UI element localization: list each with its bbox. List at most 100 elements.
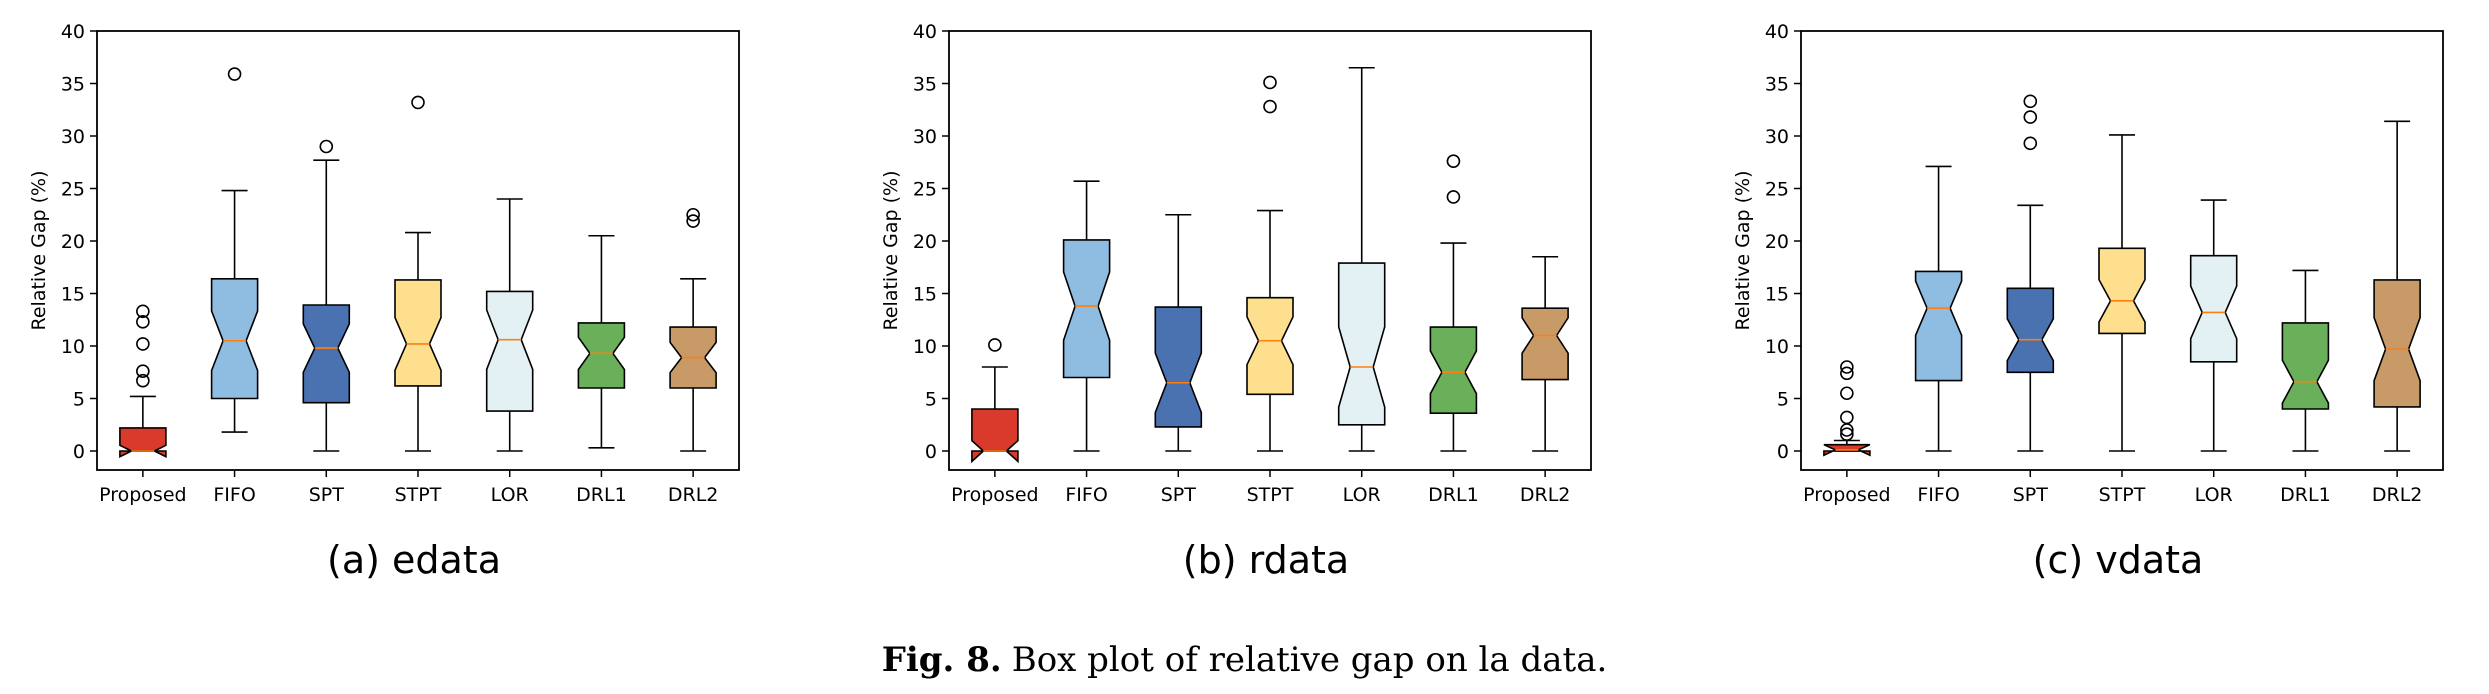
box-drl1 xyxy=(577,234,626,449)
outlier-point xyxy=(2023,110,2038,124)
y-tick-label: 15 xyxy=(1765,284,1789,306)
outlier-point xyxy=(1840,427,1854,442)
figure-caption-label: Fig. 8. xyxy=(881,640,1002,680)
outlier-point xyxy=(136,364,150,379)
y-axis-title: Relative Gap (%) xyxy=(1732,170,1754,330)
outlier-point xyxy=(686,214,700,228)
y-tick-label: 35 xyxy=(913,74,937,96)
y-tick-label: 35 xyxy=(61,74,85,96)
figure: 0 5 10 15 20 25 30 35 40 Relative Gap (%) Proposed… xyxy=(28,21,2444,582)
y-tick-label: 0 xyxy=(925,441,937,463)
outlier-point xyxy=(1840,386,1854,401)
x-tick-label: Proposed xyxy=(951,484,1038,506)
outlier-point xyxy=(136,315,150,329)
y-tick-label: 25 xyxy=(61,179,85,201)
y-tick-label: 40 xyxy=(61,21,85,43)
panel-caption: (a) edata xyxy=(327,538,501,582)
box-body xyxy=(485,290,534,412)
box-proposed xyxy=(1823,360,1871,457)
x-tick-label: DRL1 xyxy=(576,484,627,506)
x-tick-label: STPT xyxy=(395,484,442,506)
box-proposed xyxy=(971,338,1019,464)
box-lor xyxy=(1337,66,1386,452)
outlier-point xyxy=(136,373,150,388)
y-tick-label: 5 xyxy=(73,389,85,411)
y-tick-label: 5 xyxy=(1777,389,1789,411)
outlier-point xyxy=(1446,190,1461,204)
plot-frame xyxy=(1800,30,2444,471)
box-body xyxy=(2098,247,2146,335)
outlier-point xyxy=(411,95,425,110)
box-drl1 xyxy=(2281,269,2330,452)
box-body xyxy=(971,408,1019,464)
x-tick-label: LOR xyxy=(2195,484,2233,506)
box-drl2 xyxy=(2373,120,2421,452)
x-tick-label: SPT xyxy=(2013,484,2049,506)
outlier-point xyxy=(227,67,242,81)
y-tick-label: 40 xyxy=(913,21,937,43)
box-body xyxy=(2373,279,2421,408)
x-tick-label: DRL1 xyxy=(2280,484,2331,506)
outlier-point xyxy=(1263,75,1277,90)
y-tick-label: 35 xyxy=(1765,74,1789,96)
box-spt xyxy=(1154,213,1203,452)
outlier-point xyxy=(1840,360,1854,374)
y-tick-label: 30 xyxy=(1765,126,1789,148)
box-body xyxy=(394,279,442,387)
box-body xyxy=(2189,254,2238,363)
box-body xyxy=(1521,307,1569,381)
box-drl2 xyxy=(1521,255,1569,452)
figure-caption: Fig. 8. Box plot of relative gap on la da… xyxy=(0,640,2489,680)
y-tick-label: 30 xyxy=(61,126,85,148)
box-body xyxy=(2281,322,2330,410)
box-lor xyxy=(2189,199,2238,452)
box-body xyxy=(1429,326,1478,415)
outlier-point xyxy=(2023,136,2038,151)
x-tick-label: Proposed xyxy=(99,484,186,506)
outlier-point xyxy=(136,337,150,351)
y-tick-label: 15 xyxy=(913,284,937,306)
plot-frame xyxy=(96,30,740,471)
box-body xyxy=(1154,306,1203,428)
x-tick-label: DRL2 xyxy=(668,484,719,506)
x-tick-label: SPT xyxy=(1161,484,1197,506)
outlier-point xyxy=(1446,154,1461,168)
y-tick-label: 25 xyxy=(913,179,937,201)
box-stpt xyxy=(1246,75,1294,452)
y-tick-label: 10 xyxy=(913,336,937,358)
x-tick-label: SPT xyxy=(309,484,345,506)
y-axis-title: Relative Gap (%) xyxy=(880,170,902,330)
y-tick-label: 0 xyxy=(73,441,85,463)
box-fifo xyxy=(1914,165,1963,452)
box-body xyxy=(2006,287,2055,374)
y-axis-title: Relative Gap (%) xyxy=(28,170,50,330)
x-tick-label: STPT xyxy=(2099,484,2146,506)
y-tick-label: 15 xyxy=(61,284,85,306)
box-body xyxy=(119,427,167,458)
x-tick-label: Proposed xyxy=(1803,484,1890,506)
figure-caption-text: Box plot of relative gap on la data. xyxy=(1011,640,1608,680)
outlier-point xyxy=(1263,99,1277,114)
outlier-point xyxy=(988,338,1002,352)
y-tick-label: 25 xyxy=(1765,179,1789,201)
plot-frame xyxy=(948,30,1592,471)
box-body xyxy=(577,322,626,389)
box-fifo xyxy=(1062,180,1111,452)
box-body xyxy=(1246,296,1294,396)
x-tick-label: STPT xyxy=(1247,484,1294,506)
y-tick-label: 30 xyxy=(913,126,937,148)
outlier-point xyxy=(319,139,334,154)
box-spt xyxy=(2006,94,2055,452)
y-tick-label: 20 xyxy=(913,231,937,253)
y-tick-label: 40 xyxy=(1765,21,1789,43)
y-tick-label: 20 xyxy=(61,231,85,253)
box-lor xyxy=(485,198,534,452)
panel-caption: (b) rdata xyxy=(1183,538,1349,582)
y-tick-label: 20 xyxy=(1765,231,1789,253)
panel-caption: (c) vdata xyxy=(2033,538,2204,582)
x-tick-label: FIFO xyxy=(213,484,255,506)
box-spt xyxy=(302,139,351,452)
chart-panel-1: 0 5 10 15 20 25 30 35 40 Relative Gap (%) Proposed… xyxy=(28,21,740,582)
x-tick-label: DRL2 xyxy=(2372,484,2423,506)
x-tick-label: DRL2 xyxy=(1520,484,1571,506)
